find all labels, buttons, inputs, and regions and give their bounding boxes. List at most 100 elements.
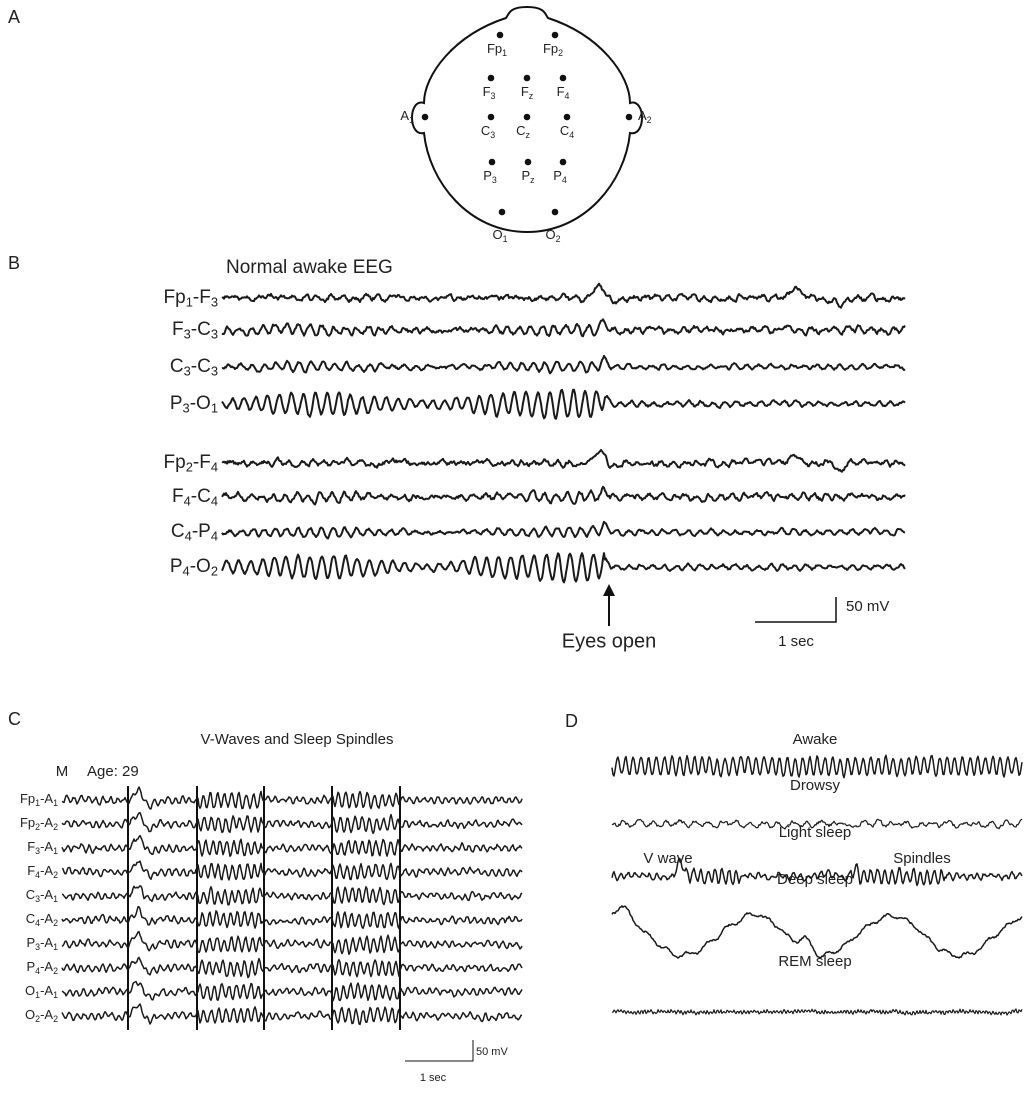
channel-label-part: Fp: [20, 791, 35, 806]
channel-label-part: F: [172, 319, 184, 340]
channel-label-part: -O: [190, 393, 211, 414]
channel-label-part: 2: [35, 822, 40, 832]
channel-label-part: 4: [184, 494, 191, 509]
state-label: Awake: [793, 731, 838, 748]
channel-label-part: -A: [40, 887, 53, 902]
scale-time: 1 sec: [420, 1072, 447, 1084]
channel-label-part: F: [27, 839, 35, 854]
electrode-label-part: A: [638, 108, 647, 123]
channel-label-part: 3: [35, 846, 40, 856]
channel-label-part: 4: [211, 529, 218, 544]
annotation: Spindles: [893, 850, 951, 867]
electrode-label: Fp2: [543, 41, 563, 58]
channel-label-part: O: [25, 983, 35, 998]
channel-label-part: 1: [35, 798, 40, 808]
channel-label-part: 3: [35, 942, 40, 952]
channel-label-part: 3: [211, 327, 218, 342]
scale-bar: [405, 1040, 474, 1062]
channel-label-part: 1: [53, 846, 58, 856]
channel-label-part: 4: [183, 564, 190, 579]
channel-label-part: -C: [191, 356, 211, 377]
channel-label-part: 3: [35, 894, 40, 904]
electrode: [523, 113, 531, 121]
electrode: [625, 113, 633, 121]
electrode-label-part: C: [516, 123, 525, 138]
eeg-trace: [221, 318, 906, 338]
head-outline: [411, 5, 643, 234]
electrode-label-part: O: [545, 227, 555, 242]
electrode-label-part: 1: [502, 48, 507, 58]
electrode-label: F4: [557, 84, 570, 101]
channel-label-part: 1: [53, 894, 58, 904]
electrode-label: O1: [492, 227, 507, 244]
panel-label: B: [8, 253, 20, 273]
electrode-label-part: Fp: [487, 41, 502, 56]
channel-label: F3-C3: [172, 319, 218, 342]
electrode: [551, 208, 559, 216]
electrode-label-part: F: [557, 84, 565, 99]
channel-label: P3-A1: [26, 935, 58, 952]
electrode-label-part: P: [483, 168, 492, 183]
electrode-label-part: z: [525, 130, 529, 140]
channel-label-part: -C: [191, 486, 211, 507]
channel-label-part: 4: [211, 494, 218, 509]
electrode-label-part: A: [400, 108, 409, 123]
eeg-trace: [61, 956, 523, 979]
eeg-trace: [61, 1003, 523, 1026]
channel-label-part: 2: [53, 822, 58, 832]
channel-label-part: -A: [40, 1007, 53, 1022]
channel-label-part: -A: [40, 863, 53, 878]
scale-bar: [755, 597, 837, 623]
electrode: [487, 113, 495, 121]
electrode: [559, 158, 567, 166]
channel-label-part: -F: [193, 287, 211, 308]
channel-label-part: 2: [186, 460, 193, 475]
eeg-trace: [61, 834, 523, 858]
channel-label-part: -A: [40, 959, 53, 974]
scale-amplitude: 50 mV: [846, 598, 889, 615]
electrode: [551, 31, 559, 39]
electrode-label: C3: [481, 123, 495, 140]
channel-label-part: -F: [193, 452, 211, 473]
electrode-label-part: 2: [556, 234, 561, 244]
channel-label-part: -A: [40, 791, 53, 806]
scale-amplitude: 50 mV: [476, 1046, 508, 1058]
eeg-trace: [221, 520, 906, 540]
channel-label-part: 1: [186, 295, 193, 310]
channel-label: F4-C4: [172, 486, 218, 509]
eeg-trace: [61, 860, 523, 881]
channel-label-part: P: [170, 393, 183, 414]
channel-label-part: C: [171, 521, 185, 542]
electrode-label-part: 4: [569, 130, 574, 140]
channel-label-part: 1: [53, 942, 58, 952]
electrode-label: A2: [638, 108, 652, 125]
channel-label-part: O: [25, 1007, 35, 1022]
electrode: [498, 208, 506, 216]
channel-label: P3-O1: [170, 393, 218, 416]
channel-label-part: -O: [190, 556, 211, 577]
electrode-label: Fp1: [487, 41, 507, 58]
channel-label-part: 4: [35, 966, 40, 976]
eeg-trace: [221, 552, 906, 584]
channel-label: Fp1-A1: [20, 791, 58, 808]
channel-label: Fp2-F4: [164, 452, 219, 475]
eeg-trace: [221, 388, 906, 420]
channel-label: F4-A2: [27, 863, 58, 880]
channel-label-part: 4: [35, 870, 40, 880]
channel-label-part: Fp: [20, 815, 35, 830]
eeg-trace: [221, 354, 906, 375]
eeg-trace: [611, 754, 1023, 779]
eeg-trace: [611, 818, 1023, 830]
channel-label-part: 3: [183, 401, 190, 416]
electrode-label-part: P: [553, 168, 562, 183]
channel-label-part: P: [26, 935, 35, 950]
channel-label: P4-O2: [170, 556, 218, 579]
channel-label: Fp2-A2: [20, 815, 58, 832]
channel-label-part: -A: [40, 839, 53, 854]
eeg-trace: [61, 930, 523, 956]
electrode-label: A1: [400, 108, 414, 125]
state-label: Drowsy: [790, 777, 841, 794]
channel-label-part: 3: [184, 364, 191, 379]
channel-label-part: -P: [192, 521, 211, 542]
